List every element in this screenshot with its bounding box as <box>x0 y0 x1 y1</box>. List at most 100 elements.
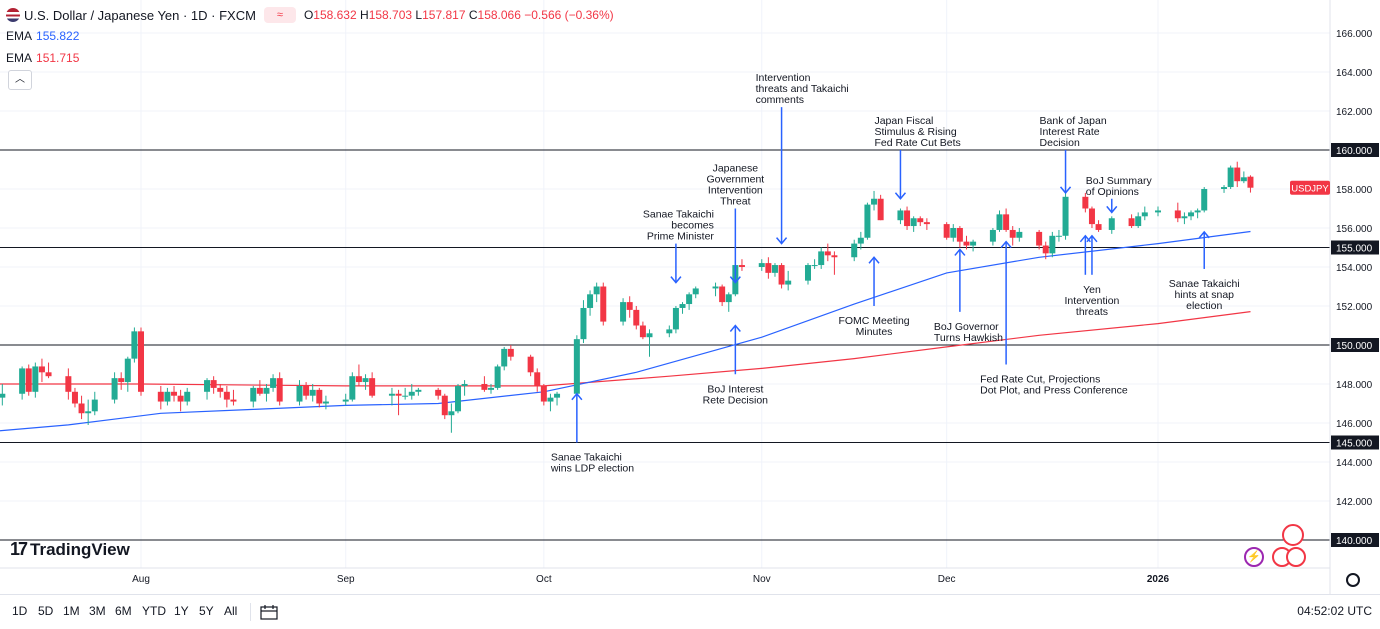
candle-up <box>309 389 316 396</box>
candle-down <box>1247 176 1254 188</box>
range-3m-button[interactable]: 3M <box>89 604 106 618</box>
annotation-label-line: Dot Plot, and Press Conference <box>980 385 1128 397</box>
annotation-label: Bank of Japan Interest Rate Decision <box>1040 115 1107 149</box>
candle-up <box>164 391 171 402</box>
candle-up <box>1049 235 1056 254</box>
annotation-label: BoJ Interest Rete Decision <box>703 383 769 406</box>
level-price-tag <box>1331 240 1379 255</box>
lightning-icon[interactable]: ⚡ <box>1244 547 1264 567</box>
ema-fast-line <box>0 230 1251 432</box>
x-tick-label: Oct <box>536 574 552 585</box>
y-tick-label: 152.000 <box>1336 302 1373 313</box>
range-all-button[interactable]: All <box>224 604 238 618</box>
range-1y-button[interactable]: 1Y <box>174 604 189 618</box>
candle-down <box>956 228 963 242</box>
y-tick-label: 166.000 <box>1336 29 1373 40</box>
annotation-label-line: wins LDP election <box>550 463 634 475</box>
candle-up <box>494 366 501 388</box>
candle-down <box>118 378 125 383</box>
y-tick-label: 150.000 <box>1336 341 1373 352</box>
y-tick-label: 142.000 <box>1336 497 1373 508</box>
candle-up <box>296 385 303 402</box>
collapse-legend-button[interactable]: ︿ <box>8 70 32 90</box>
candle-up <box>1016 231 1023 238</box>
ema-slow-legend[interactable]: EMA 151.715 <box>6 51 80 65</box>
candle-up <box>1188 212 1195 217</box>
flag-badge-icon[interactable] <box>1282 524 1304 546</box>
symbol-legend[interactable]: U.S. Dollar / Japanese Yen · 1D · FXCM ≈… <box>6 7 614 23</box>
annotation-label-line: Decision <box>1040 137 1080 149</box>
candle-up <box>1108 218 1115 230</box>
candle-up <box>725 294 732 303</box>
candle-down <box>943 224 950 238</box>
annotation-arrow-head <box>894 192 907 200</box>
candle-up <box>864 204 871 238</box>
candle-down <box>38 366 45 373</box>
x-tick-label: Dec <box>938 574 956 585</box>
annotation-label-line: Intervention <box>1065 295 1120 307</box>
candle-up <box>587 294 594 308</box>
range-1m-button[interactable]: 1M <box>63 604 80 618</box>
candle-down <box>1042 245 1049 254</box>
candle-down <box>441 395 448 416</box>
y-tick-label: 164.000 <box>1336 68 1373 79</box>
annotation-label-line: Sanae Takaichi <box>1169 278 1240 290</box>
range-1d-button[interactable]: 1D <box>12 604 28 618</box>
candle-up <box>620 302 627 322</box>
annotation-label-line: Turns Hawkish <box>934 332 1003 344</box>
candle-up <box>692 288 699 295</box>
candle-up <box>85 411 92 414</box>
range-5y-button[interactable]: 5Y <box>199 604 214 618</box>
events-more-icon[interactable] <box>1286 547 1306 567</box>
chart-settings-icon[interactable] <box>1346 573 1360 587</box>
candle-down <box>626 302 633 310</box>
candle-up <box>91 399 98 412</box>
ema-fast-legend[interactable]: EMA 155.822 <box>6 29 80 43</box>
candle-up <box>818 251 825 266</box>
candle-up <box>322 401 329 404</box>
candle-up <box>811 265 818 267</box>
candle-down <box>831 255 838 258</box>
candle-up <box>349 376 356 400</box>
annotation-label-line: Yen <box>1083 284 1101 296</box>
utc-clock[interactable]: 04:52:02 UTC <box>1297 604 1372 618</box>
candle-down <box>534 372 541 386</box>
candle-down <box>1003 214 1010 230</box>
candle-up <box>1135 216 1142 227</box>
candle-down <box>1095 224 1102 230</box>
range-ytd-button[interactable]: YTD <box>142 604 166 618</box>
candle-down <box>1088 208 1095 225</box>
candle-up <box>342 399 349 402</box>
annotation-arrow-head <box>1000 240 1012 249</box>
compare-chip[interactable]: ≈ <box>263 7 296 23</box>
annotation-label: BoJ Summary of Opinions <box>1086 175 1153 198</box>
y-tick-label: 148.000 <box>1336 380 1373 391</box>
tradingview-watermark: 17 TradingView <box>10 539 130 559</box>
candle-down <box>639 325 646 338</box>
candle-up <box>785 280 792 285</box>
candle-up <box>1240 177 1247 182</box>
candle-down <box>25 368 32 392</box>
candle-down <box>71 391 78 404</box>
indicator-icons[interactable]: ⚡ <box>1242 524 1312 568</box>
level-price-tag <box>1331 143 1379 157</box>
annotation-label: Intervention threats and Takaichi comments <box>756 72 849 106</box>
candle-down <box>223 391 230 400</box>
candle-up <box>580 307 587 340</box>
candle-up <box>111 378 118 400</box>
candle-up <box>593 286 600 295</box>
candle-down <box>1082 196 1089 209</box>
candle-down <box>303 385 310 396</box>
candle-up <box>204 380 211 392</box>
range-5d-button[interactable]: 5D <box>38 604 54 618</box>
annotation-arrow-head <box>1086 234 1098 243</box>
candle-up <box>950 228 957 238</box>
annotation-label-line: Rete Decision <box>703 394 769 406</box>
go-to-date-icon[interactable] <box>260 604 278 623</box>
annotation-arrow-head <box>954 248 966 256</box>
annotation-label-line: Stimulus & Rising <box>874 126 956 138</box>
range-6m-button[interactable]: 6M <box>115 604 132 618</box>
candle-up <box>448 411 455 416</box>
candle-down <box>157 391 164 402</box>
